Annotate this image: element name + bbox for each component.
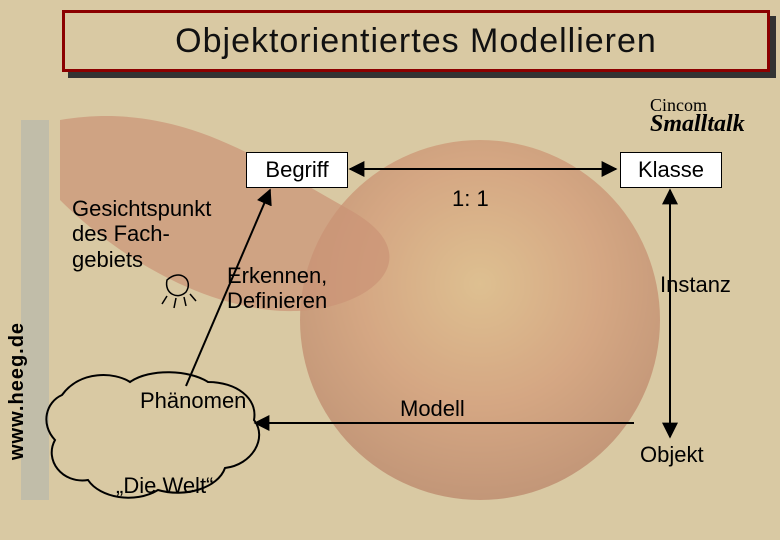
label-die-welt: „Die Welt“	[116, 473, 213, 498]
label-objekt: Objekt	[640, 442, 704, 467]
cincom-smalltalk-logo: Cincom Smalltalk	[650, 96, 745, 136]
box-klasse-label: Klasse	[638, 157, 704, 183]
box-begriff: Begriff	[246, 152, 348, 188]
box-begriff-label: Begriff	[265, 157, 328, 183]
label-1-1: 1: 1	[452, 186, 489, 211]
label-modell: Modell	[400, 396, 465, 421]
label-phaenomen: Phänomen	[140, 388, 246, 413]
title-bar: Objektorientiertes Modellieren	[62, 10, 770, 72]
logo-line2: Smalltalk	[650, 112, 745, 136]
box-klasse: Klasse	[620, 152, 722, 188]
slide: Objektorientiertes Modellieren www.heeg.…	[0, 0, 780, 540]
label-gesichtspunkt: Gesichtspunkt des Fach- gebiets	[72, 196, 211, 272]
observe-icon	[162, 275, 196, 308]
sidebar-url: www.heeg.de	[6, 322, 29, 460]
label-instanz: Instanz	[660, 272, 731, 297]
label-erkennen: Erkennen, Definieren	[227, 263, 327, 314]
slide-title: Objektorientiertes Modellieren	[175, 22, 657, 61]
